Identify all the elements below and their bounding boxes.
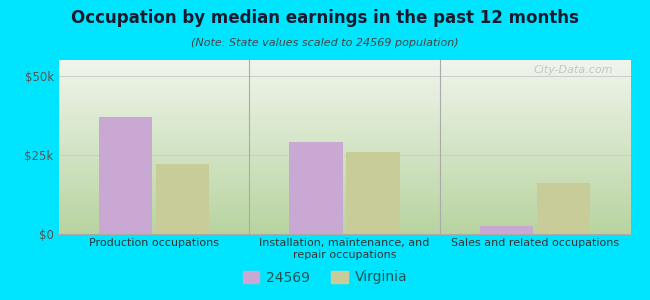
Bar <box>346 152 400 234</box>
Text: Occupation by median earnings in the past 12 months: Occupation by median earnings in the pas… <box>71 9 579 27</box>
Text: City-Data.com: City-Data.com <box>534 65 614 75</box>
Bar <box>156 164 209 234</box>
Bar <box>537 183 590 234</box>
Legend: 24569, Virginia: 24569, Virginia <box>237 265 413 290</box>
Bar <box>289 142 343 234</box>
Bar <box>480 226 533 234</box>
Text: (Note: State values scaled to 24569 population): (Note: State values scaled to 24569 popu… <box>191 38 459 47</box>
Bar <box>99 117 152 234</box>
